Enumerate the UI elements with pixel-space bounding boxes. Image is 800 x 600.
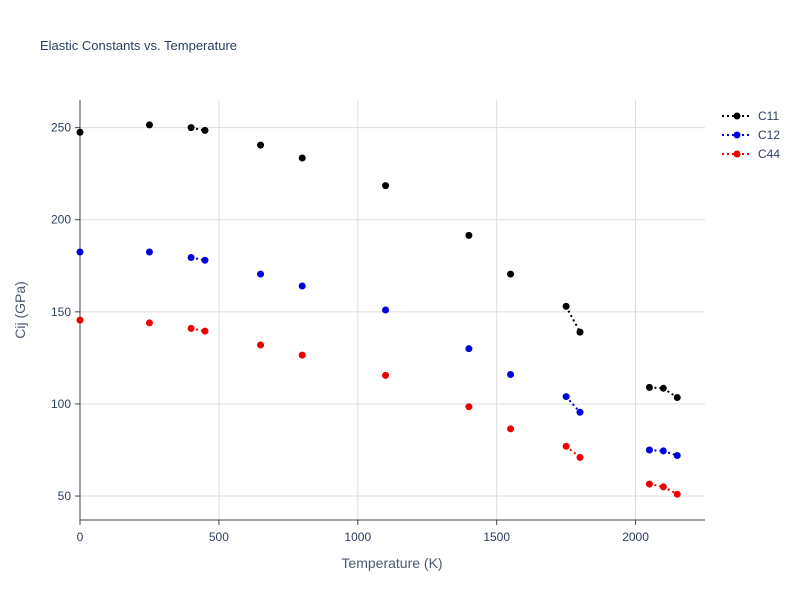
data-point[interactable] [562, 442, 570, 450]
data-point[interactable] [507, 425, 515, 433]
series-c12 [76, 248, 681, 460]
data-point[interactable] [507, 370, 515, 378]
legend-item-c44[interactable]: C44 [722, 147, 780, 161]
data-point[interactable] [257, 270, 265, 278]
data-point[interactable] [201, 256, 209, 264]
data-point[interactable] [187, 254, 195, 261]
data-point[interactable] [201, 126, 209, 134]
grid [80, 100, 705, 520]
data-point[interactable] [645, 446, 653, 454]
legend[interactable]: C11 C12 C44 [722, 109, 780, 161]
data-point[interactable] [673, 394, 681, 401]
plot-area [76, 121, 681, 498]
legend-marker [733, 150, 741, 158]
x-tick-label: 500 [209, 530, 229, 544]
x-tick-label: 1000 [344, 530, 371, 544]
data-point[interactable] [298, 351, 306, 359]
tick-labels: 0 500 1000 1500 2000 50 100 150 200 250 [51, 121, 649, 544]
y-tick-label: 150 [51, 305, 71, 319]
legend-label: C11 [758, 109, 779, 123]
data-point[interactable] [659, 384, 667, 392]
legend-label: C44 [758, 147, 780, 161]
data-point[interactable] [145, 319, 153, 327]
axes [79, 100, 705, 521]
data-point[interactable] [659, 483, 667, 491]
data-point[interactable] [382, 306, 390, 314]
data-point[interactable] [659, 447, 667, 455]
y-axis-title: Cij (GPa) [12, 281, 28, 339]
data-point[interactable] [507, 270, 515, 278]
x-tick-label: 0 [77, 530, 84, 544]
data-point[interactable] [76, 248, 84, 256]
y-tick-label: 250 [51, 121, 71, 135]
y-tick-label: 200 [51, 213, 71, 227]
legend-item-c11[interactable]: C11 [722, 109, 779, 123]
x-tick-label: 1500 [483, 530, 510, 544]
x-tick-label: 2000 [622, 530, 649, 544]
data-point[interactable] [465, 231, 473, 239]
series-line-segment [565, 395, 581, 413]
data-point[interactable] [645, 480, 653, 488]
data-point[interactable] [673, 452, 681, 460]
legend-label: C12 [758, 128, 780, 142]
series-c44 [76, 316, 681, 498]
data-point[interactable] [465, 403, 473, 411]
data-point[interactable] [76, 128, 84, 136]
chart-title: Elastic Constants vs. Temperature [40, 38, 237, 53]
y-tick-label: 50 [58, 489, 72, 503]
series-line-segment [565, 305, 581, 333]
data-point[interactable] [187, 324, 195, 332]
data-point[interactable] [382, 371, 390, 379]
legend-marker [733, 112, 741, 120]
data-point[interactable] [382, 182, 390, 190]
data-point[interactable] [673, 490, 681, 498]
data-point[interactable] [576, 328, 584, 336]
data-point[interactable] [187, 124, 195, 132]
data-point[interactable] [576, 453, 584, 461]
data-point[interactable] [145, 248, 153, 256]
data-point[interactable] [576, 408, 584, 416]
data-point[interactable] [201, 327, 209, 335]
data-point[interactable] [145, 121, 153, 129]
legend-item-c12[interactable]: C12 [722, 128, 780, 142]
data-point[interactable] [645, 383, 653, 391]
x-axis-title: Temperature (K) [341, 555, 442, 571]
data-point[interactable] [257, 141, 265, 149]
data-point[interactable] [562, 393, 570, 401]
data-point[interactable] [76, 316, 84, 324]
data-point[interactable] [298, 282, 306, 290]
legend-marker [733, 131, 741, 139]
y-tick-label: 100 [51, 397, 71, 411]
data-point[interactable] [298, 154, 306, 162]
data-point[interactable] [562, 302, 570, 310]
data-point[interactable] [465, 345, 473, 353]
series-c11 [76, 121, 681, 401]
data-point[interactable] [257, 341, 265, 349]
